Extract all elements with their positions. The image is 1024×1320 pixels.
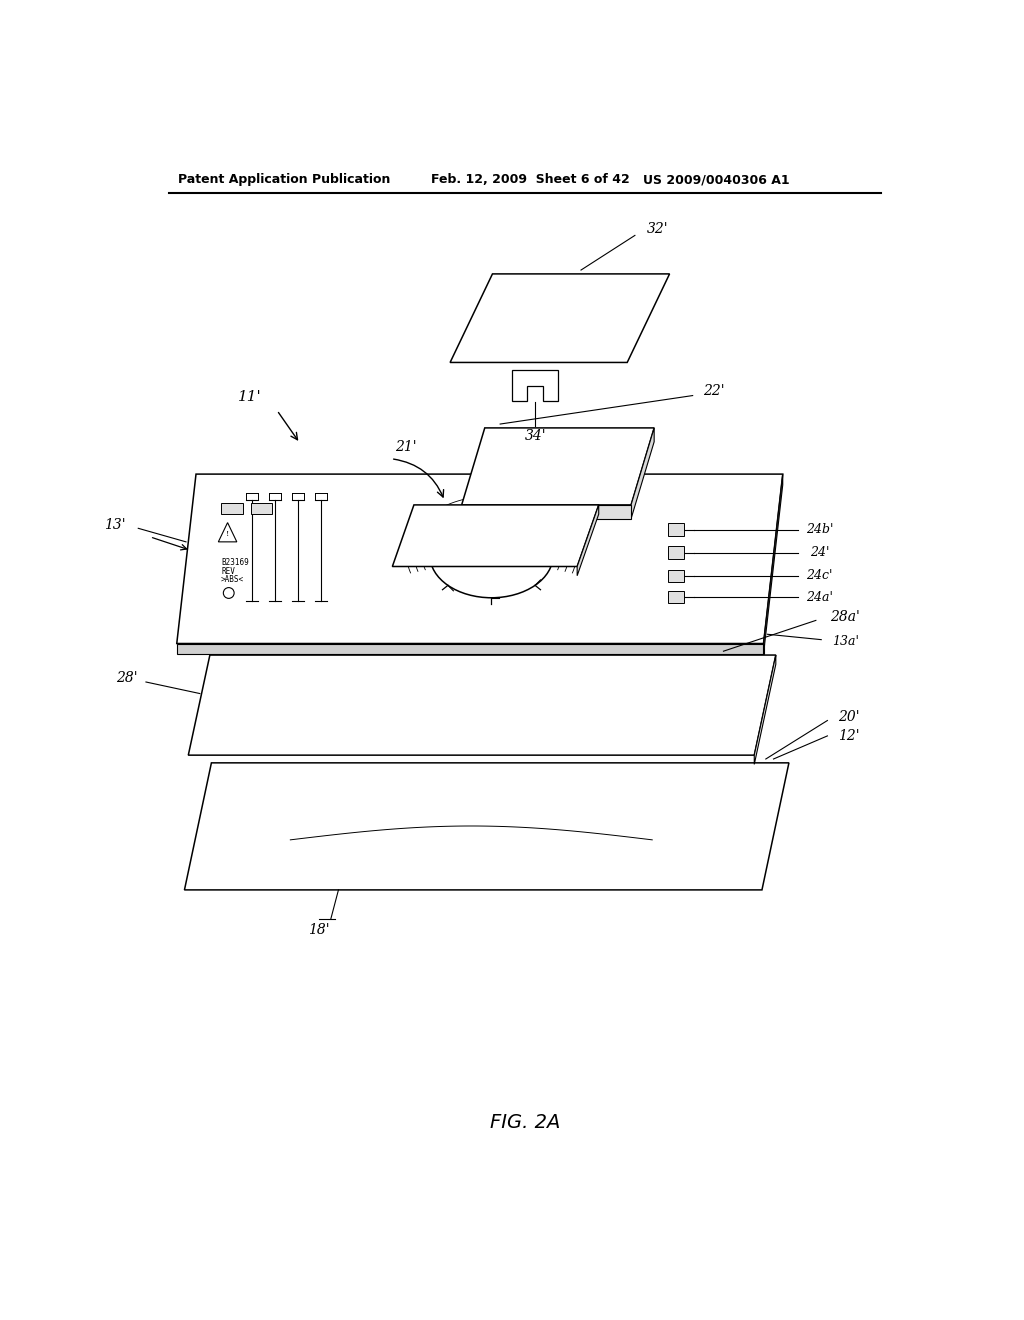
Text: 22': 22' [703, 384, 725, 397]
Polygon shape [512, 370, 558, 401]
Text: 11': 11' [238, 391, 262, 404]
Polygon shape [177, 474, 782, 644]
Text: 13a': 13a' [833, 635, 859, 648]
Polygon shape [184, 763, 788, 890]
Text: 13': 13' [104, 517, 126, 532]
Polygon shape [668, 524, 684, 536]
Polygon shape [755, 655, 776, 764]
Polygon shape [218, 523, 237, 543]
Polygon shape [188, 655, 776, 755]
Text: 18': 18' [308, 923, 330, 937]
Polygon shape [668, 546, 684, 558]
Polygon shape [177, 644, 764, 655]
Text: 32': 32' [647, 222, 669, 236]
Polygon shape [462, 506, 631, 519]
Polygon shape [451, 275, 670, 363]
Polygon shape [221, 503, 243, 515]
Polygon shape [462, 428, 654, 506]
Polygon shape [251, 503, 272, 515]
Text: Feb. 12, 2009  Sheet 6 of 42: Feb. 12, 2009 Sheet 6 of 42 [431, 173, 630, 186]
Text: 24b': 24b' [806, 523, 834, 536]
Text: FIG. 2A: FIG. 2A [489, 1113, 560, 1133]
Text: 34': 34' [524, 429, 546, 442]
Polygon shape [668, 591, 684, 603]
Polygon shape [392, 506, 599, 566]
Text: Patent Application Publication: Patent Application Publication [178, 173, 391, 186]
Text: 21': 21' [395, 440, 417, 454]
Polygon shape [631, 428, 654, 519]
Text: 24c': 24c' [807, 569, 833, 582]
Text: 12': 12' [839, 729, 860, 743]
Text: !: ! [226, 531, 229, 539]
Text: >ABS<: >ABS< [221, 576, 244, 585]
Text: B23169: B23169 [221, 558, 249, 568]
Text: US 2009/0040306 A1: US 2009/0040306 A1 [643, 173, 790, 186]
Text: 28': 28' [116, 671, 137, 685]
Text: 24': 24' [810, 546, 829, 560]
Polygon shape [578, 506, 599, 576]
Polygon shape [764, 474, 782, 655]
Text: REV: REV [221, 566, 234, 576]
Polygon shape [668, 570, 684, 582]
Text: 28a': 28a' [830, 610, 860, 623]
Text: 24a': 24a' [806, 591, 834, 603]
Text: 20': 20' [839, 710, 860, 723]
